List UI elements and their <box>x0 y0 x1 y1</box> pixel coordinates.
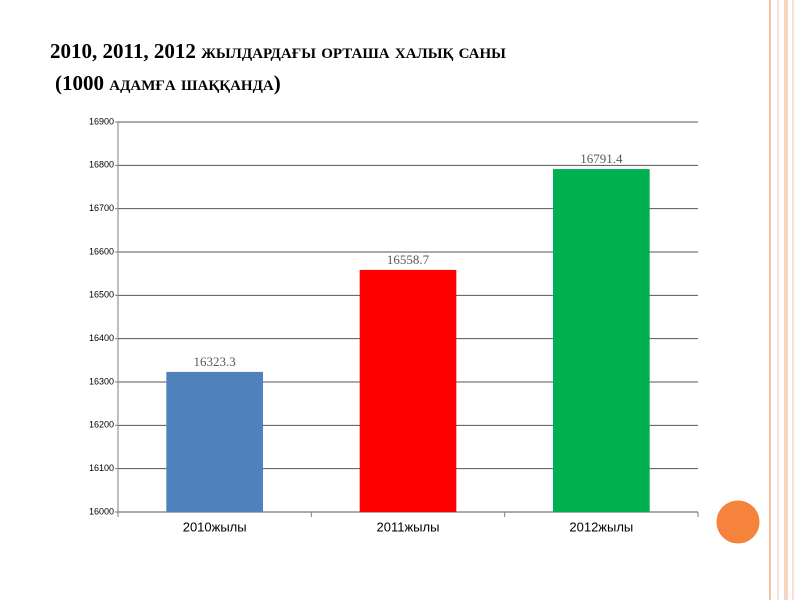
value-label: 16558.7 <box>387 252 430 267</box>
y-tick-label: 16900 <box>89 116 114 126</box>
y-tick-label: 16800 <box>89 160 114 170</box>
value-label: 16323.3 <box>194 354 236 369</box>
x-tick-label: 2012жылы <box>569 519 633 534</box>
y-tick-label: 16000 <box>89 506 114 516</box>
value-label: 16791.4 <box>580 151 623 166</box>
bar <box>359 269 457 512</box>
y-tick-label: 16200 <box>89 420 114 430</box>
y-tick-label: 16400 <box>89 333 114 343</box>
x-tick-label: 2010жылы <box>183 519 247 534</box>
y-tick-label: 16700 <box>89 203 114 213</box>
x-tick-label: 2011жылы <box>377 519 440 534</box>
bar <box>166 371 263 512</box>
decor-circle <box>713 497 763 547</box>
chart-title: 2010, 2011, 2012 жылдардағы орташа халық… <box>50 39 506 63</box>
chart-subtitle: (1000 адамға шаққанда) <box>55 71 281 95</box>
y-tick-label: 16100 <box>89 463 114 473</box>
y-tick-label: 16300 <box>89 376 114 386</box>
y-tick-label: 16600 <box>89 246 114 256</box>
y-tick-label: 16500 <box>89 290 114 300</box>
bar <box>553 169 650 512</box>
